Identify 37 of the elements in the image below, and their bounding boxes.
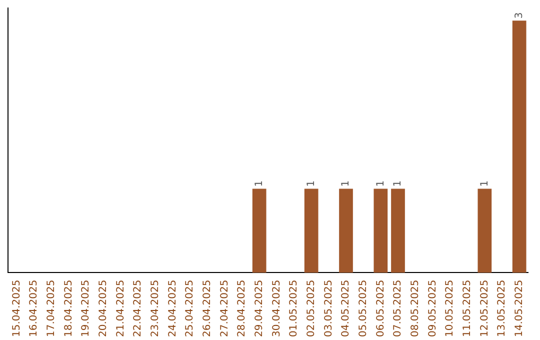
data-label: 1 bbox=[340, 180, 352, 187]
x-tick-label: 20.04.2025 bbox=[98, 280, 109, 338]
x-tick-label: 11.05.2025 bbox=[462, 280, 473, 338]
x-tick-label: 28.04.2025 bbox=[236, 280, 248, 338]
x-tick-label: 27.04.2025 bbox=[219, 280, 230, 338]
x-tick-label: 02.05.2025 bbox=[306, 280, 317, 338]
x-tick-label: 23.04.2025 bbox=[150, 280, 161, 338]
x-tick-label: 21.04.2025 bbox=[115, 280, 126, 338]
x-tick-label: 30.04.2025 bbox=[271, 280, 282, 338]
x-tick-label: 12.05.2025 bbox=[479, 280, 490, 338]
x-tick-label: 22.04.2025 bbox=[132, 280, 144, 338]
x-tick-label: 09.05.2025 bbox=[427, 280, 438, 338]
x-tick-label: 06.05.2025 bbox=[375, 280, 386, 338]
x-tick-label: 05.05.2025 bbox=[358, 280, 369, 338]
x-tick-label: 19.04.2025 bbox=[80, 280, 92, 338]
x-tick-label: 01.05.2025 bbox=[288, 280, 300, 338]
x-tick-label: 26.04.2025 bbox=[202, 280, 213, 338]
x-tick-label: 13.05.2025 bbox=[496, 280, 508, 338]
x-tick-label: 25.04.2025 bbox=[184, 280, 196, 338]
data-label: 1 bbox=[254, 180, 265, 187]
x-tick-label: 15.04.2025 bbox=[11, 280, 22, 338]
x-tick-label: 07.05.2025 bbox=[392, 280, 404, 338]
x-tick-label: 24.04.2025 bbox=[167, 280, 178, 338]
x-tick-label: 29.04.2025 bbox=[254, 280, 265, 338]
x-tick-label: 03.05.2025 bbox=[323, 280, 334, 338]
x-tick-label: 10.05.2025 bbox=[444, 280, 456, 338]
x-tick-label: 08.05.2025 bbox=[410, 280, 421, 338]
data-label: 3 bbox=[514, 12, 525, 19]
data-label: 1 bbox=[392, 180, 404, 187]
x-tick-label: 17.04.2025 bbox=[46, 280, 57, 338]
x-tick-label: 14.05.2025 bbox=[514, 280, 525, 338]
data-label: 1 bbox=[479, 180, 490, 187]
x-tick-label: 18.04.2025 bbox=[63, 280, 74, 338]
x-tick-label: 04.05.2025 bbox=[340, 280, 352, 338]
x-tick-label: 16.04.2025 bbox=[28, 280, 40, 338]
data-label: 1 bbox=[375, 180, 386, 187]
data-label: 1 bbox=[306, 180, 317, 187]
